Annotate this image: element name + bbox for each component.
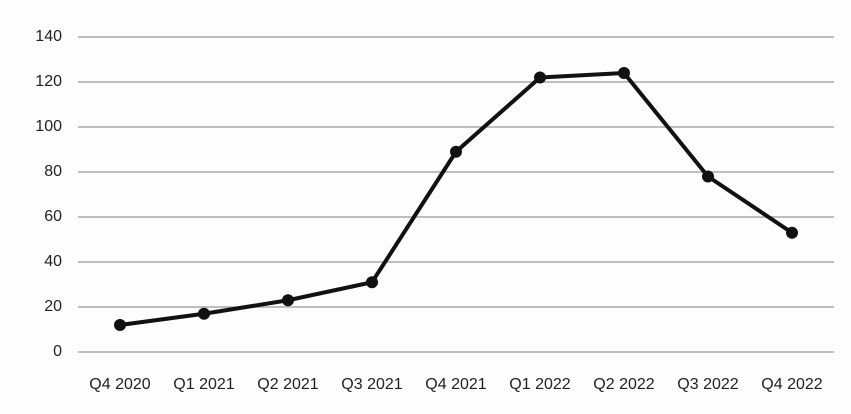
data-point: [786, 226, 798, 239]
data-point: [534, 71, 546, 84]
x-tick-label: Q2 2022: [593, 376, 654, 393]
data-point: [114, 319, 126, 331]
data-point: [366, 276, 378, 289]
data-point: [702, 170, 714, 183]
y-tick-label: 40: [44, 253, 62, 270]
x-tick-label: Q4 2022: [761, 376, 822, 393]
data-point: [450, 145, 462, 158]
data-line: [119, 71, 794, 327]
x-tick-label: Q4 2020: [89, 376, 150, 393]
y-tick-label: 20: [44, 298, 62, 315]
x-tick-label: Q1 2021: [173, 376, 234, 393]
data-point: [198, 307, 210, 320]
y-tick-label: 120: [35, 73, 62, 90]
x-tick-label: Q4 2021: [425, 376, 486, 393]
data-point: [618, 67, 630, 79]
x-tick-label: Q3 2022: [677, 376, 738, 393]
data-point: [282, 294, 294, 307]
x-tick-label: Q2 2021: [257, 376, 318, 393]
y-tick-label: 140: [35, 28, 62, 45]
y-tick-label: 60: [44, 208, 62, 225]
y-tick-label: 0: [53, 343, 62, 360]
y-tick-label: 100: [35, 118, 62, 135]
x-tick-label: Q1 2022: [509, 376, 570, 393]
y-tick-label: 80: [44, 163, 62, 180]
x-tick-label: Q3 2021: [341, 376, 402, 393]
